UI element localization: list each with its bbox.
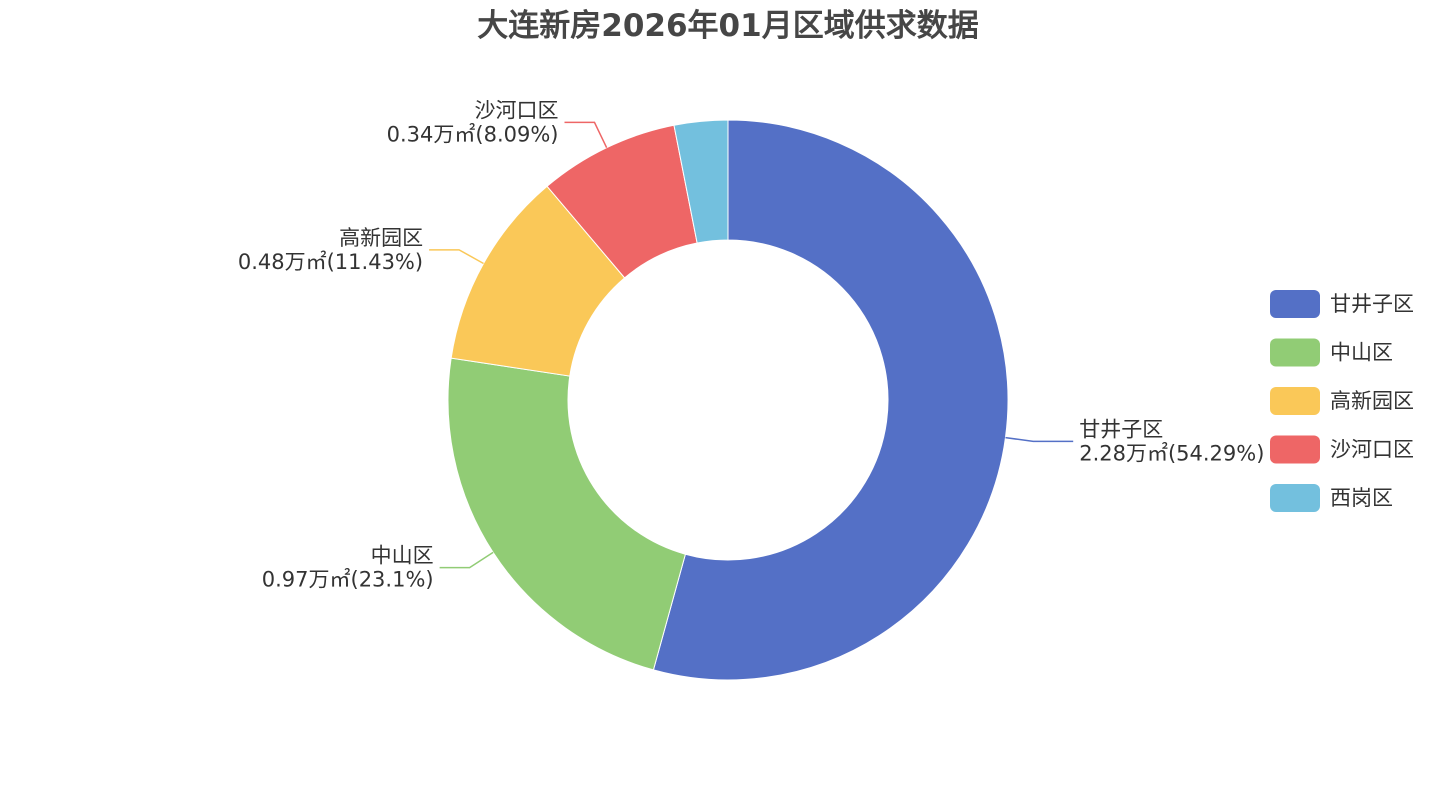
slice-label-name: 沙河口区 [475, 98, 559, 122]
label-leader-line [439, 551, 494, 569]
legend-item[interactable]: 中山区 [1270, 338, 1393, 367]
slice-label-name: 高新园区 [339, 226, 423, 250]
slice-4[interactable] [673, 119, 729, 244]
legend-label: 沙河口区 [1330, 438, 1414, 462]
slice-label-value: 2.28万㎡(54.29%) [1079, 441, 1264, 465]
legend-label: 西岗区 [1330, 486, 1393, 510]
slice-label-name: 甘井子区 [1079, 417, 1163, 441]
slice-0[interactable] [652, 119, 1009, 681]
legend-swatch [1270, 290, 1320, 318]
legend-swatch [1270, 338, 1320, 367]
chart-title: 大连新房2026年01月区域供求数据 [477, 8, 978, 44]
legend-item[interactable]: 沙河口区 [1270, 435, 1414, 464]
legend-swatch [1270, 435, 1320, 464]
slice-label-value: 0.97万㎡(23.1%) [262, 568, 434, 592]
legend-item[interactable]: 西岗区 [1270, 484, 1393, 512]
label-leader-line [1005, 436, 1074, 443]
legend-item[interactable]: 高新园区 [1270, 387, 1414, 415]
slice-label-value: 0.34万㎡(8.09%) [387, 122, 559, 146]
legend-item[interactable]: 甘井子区 [1270, 290, 1414, 318]
slice-1[interactable] [447, 357, 687, 671]
legend-swatch [1270, 387, 1320, 415]
legend-label: 中山区 [1330, 341, 1393, 365]
legend-label: 高新园区 [1330, 389, 1414, 413]
label-leader-line [429, 249, 484, 265]
legend-label: 甘井子区 [1330, 292, 1414, 316]
slice-label-value: 0.48万㎡(11.43%) [238, 250, 423, 274]
slice-label-name: 中山区 [371, 544, 434, 568]
legend-swatch [1270, 484, 1320, 512]
label-leader-line [564, 121, 608, 148]
